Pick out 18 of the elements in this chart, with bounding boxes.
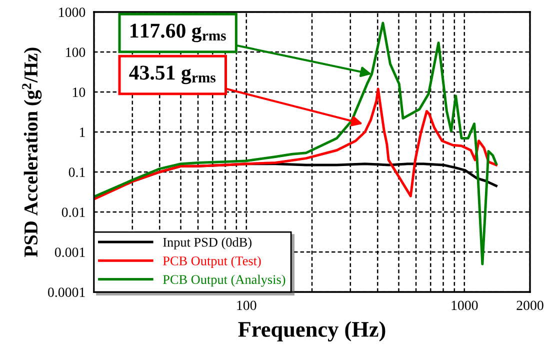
- y-tick-label: 0.1: [68, 168, 85, 178]
- x-tick-label: 2000: [516, 300, 544, 310]
- y-tick-label: 10: [73, 88, 86, 97]
- y-tick-label: 100: [66, 48, 86, 57]
- y-axis-title: PSD Acceleration (g$^{2}$/Hz): [22, 48, 42, 257]
- legend-label: PCB Output (Test): [162, 256, 261, 268]
- x-axis-title: Frequency (Hz): [238, 321, 386, 342]
- x-tick-label: 100: [237, 300, 256, 310]
- legend-label: PCB Output (Analysis): [162, 274, 286, 287]
- x-tick-label: 1000: [452, 300, 478, 310]
- y-tick-label: 0.001: [54, 248, 85, 258]
- legend-label: Input PSD (0dB): [163, 237, 252, 250]
- y-tick-label: 0.01: [62, 208, 85, 218]
- y-tick-label: 0.0001: [48, 288, 85, 298]
- y-tick-label: 1000: [59, 8, 86, 17]
- annotation: 43.51 g$_{rms}$: [129, 66, 216, 84]
- y-tick-label: 1: [80, 128, 85, 137]
- annotation: 117.60 g$_{rms}$: [130, 24, 226, 42]
